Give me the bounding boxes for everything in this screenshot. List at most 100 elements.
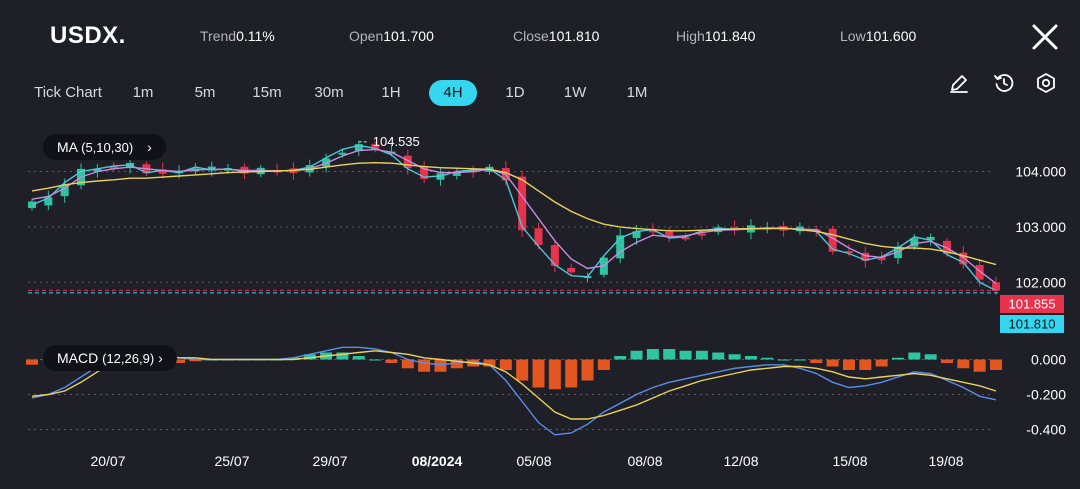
macd-histogram-bar [728,354,741,360]
macd-histogram-bar [908,352,921,360]
timeframe-30m[interactable]: 30m [314,84,344,101]
candle-body [632,231,641,238]
timeframe-5m[interactable]: 5m [194,84,216,101]
ma-indicator-pill[interactable]: MA (5,10,30) › [43,134,166,160]
macd-indicator-pill[interactable]: MACD (12,26,9) › [43,345,177,371]
candle-body [93,168,102,172]
timeframe-1m[interactable]: 1m [132,84,154,101]
y-tick-label: -0.400 [1026,422,1066,438]
macd-line-signal [31,350,997,420]
settings-icon[interactable] [1035,72,1057,94]
candle-body [877,256,886,261]
macd-histogram-bar [548,359,561,390]
candle-body [681,237,690,240]
timeframe-1d[interactable]: 1D [505,84,525,101]
candle-body [44,197,53,206]
candle-body [452,171,461,176]
x-tick-label: 08/2024 [412,453,463,469]
close-icon[interactable] [1030,22,1060,52]
macd-histogram-bar [369,359,382,361]
stat-open: Open101.700 [349,28,434,44]
x-tick-label: 25/07 [214,453,249,469]
stat-close: Close101.810 [513,28,599,44]
macd-histogram-bar [532,359,545,388]
stat-label: Close [513,28,549,44]
stat-label: High [676,28,705,44]
stat-label: Trend [200,28,237,44]
ma-line-ma30 [31,161,997,266]
stat-value: 101.810 [548,28,600,44]
stat-trend: Trend0.11% [200,28,275,44]
macd-histogram-bar [663,349,676,360]
macd-histogram-bar [173,359,186,363]
macd-histogram-bar [679,350,692,360]
macd-histogram-bar [26,359,38,365]
ma-line-ma5 [31,144,997,292]
price-tag [1000,295,1064,313]
price-tag [1000,315,1064,333]
candle-body [469,168,478,173]
macd-histogram-bar [303,354,316,360]
symbol-title: USDX. [50,22,126,49]
macd-histogram-bar [859,359,872,370]
timeframe-tick-chart[interactable]: Tick Chart [34,84,102,101]
stat-value: 101.700 [383,28,434,44]
candle-body [910,238,919,247]
clock-icon[interactable] [993,72,1015,94]
x-tick-label: 19/08 [928,453,963,469]
y-tick-label: -0.200 [1026,387,1066,403]
macd-label: MACD [57,350,99,366]
x-tick-label: 05/08 [516,453,551,469]
macd-params: (12,26,9) [102,351,155,366]
macd-histogram-bar [973,359,986,372]
macd-histogram-bar [842,359,855,370]
macd-histogram-bar [695,350,708,360]
candle-body [550,244,559,266]
candle-body [109,166,118,169]
candle-body [420,166,429,180]
macd-histogram-bar [352,356,365,360]
candle-body [60,184,69,197]
ma-line-ma10 [31,148,997,284]
macd-histogram-bar [761,357,774,360]
candle-body [371,144,380,150]
timeframe-1w[interactable]: 1W [563,84,587,101]
timeframe-1mo[interactable]: 1M [626,84,648,101]
candle-body [338,152,347,155]
macd-histogram-bar [597,359,610,370]
macd-histogram-bar [336,352,349,360]
candle-body [158,169,167,174]
stat-value: 0.11% [236,28,275,44]
macd-histogram-bar [499,359,512,370]
ma-params: (5,10,30) [81,140,134,155]
candle-body [697,233,706,236]
candle-body [861,252,870,261]
macd-histogram-bar [418,359,431,372]
macd-histogram-bar [434,359,447,372]
macd-histogram-bar [810,359,823,363]
macd-histogram-bar [777,359,790,361]
timeframe-1h[interactable]: 1H [381,84,401,101]
macd-layer [26,346,1002,436]
macd-histogram-bar [793,359,806,361]
pencil-icon[interactable] [948,72,970,94]
candle-body [648,228,657,233]
candle-body [207,166,216,171]
macd-histogram-bar [401,359,414,369]
macd-histogram-bar [712,352,725,360]
macd-histogram-bar [385,359,398,363]
timeframe-4h[interactable]: 4H [429,80,477,106]
y-tick-label: 103.000 [1015,219,1066,235]
candle-body [322,158,331,167]
stat-value: 101.600 [865,28,917,44]
grid-layer [28,171,990,430]
macd-histogram-bar [581,359,594,381]
macd-histogram-bar [875,359,888,367]
macd-histogram-bar [940,359,953,363]
macd-histogram-bar [646,349,659,360]
axis-layer: 104.000 103.000 102.000 0.000 -0.200 -0.400 20… [90,164,1066,469]
stat-high: High101.840 [676,28,755,44]
timeframe-15m[interactable]: 15m [252,84,282,101]
candle-body [828,228,837,252]
x-tick-label: 12/08 [723,453,758,469]
